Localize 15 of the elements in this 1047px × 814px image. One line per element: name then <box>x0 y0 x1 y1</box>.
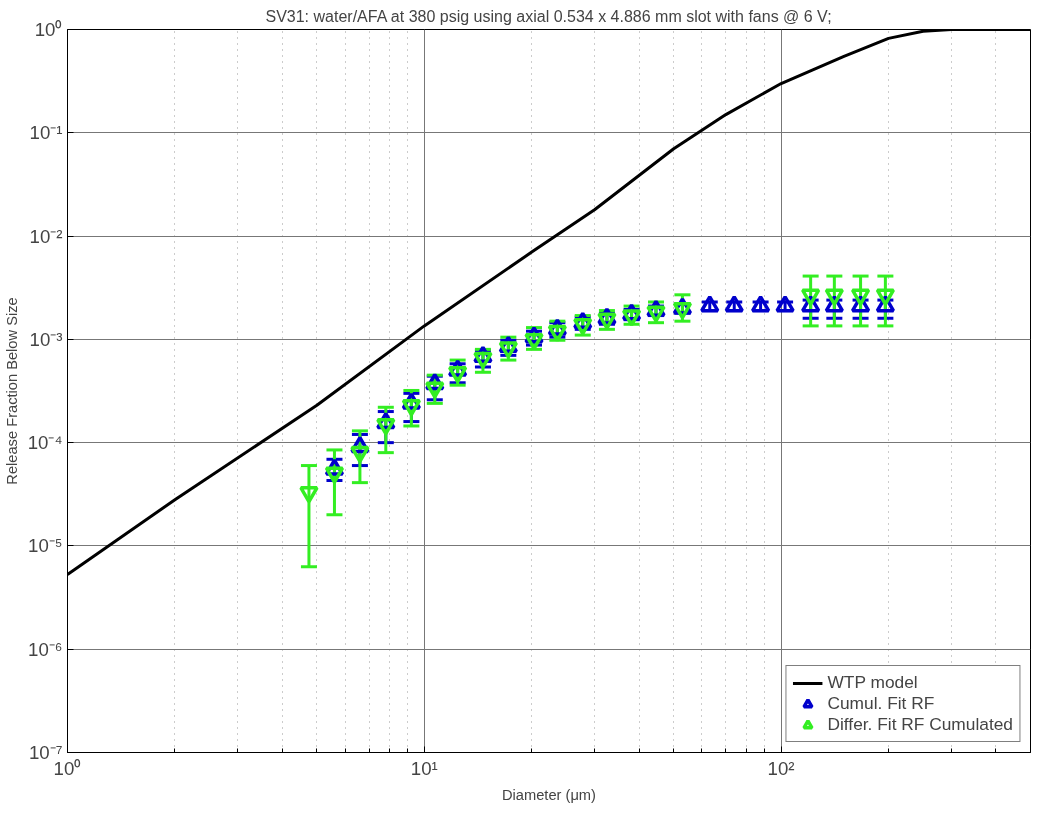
x-tick-label: 10² <box>767 757 795 779</box>
y-tick-label: 10⁻³ <box>29 328 63 350</box>
y-tick-label: 10⁻⁶ <box>28 638 63 660</box>
y-tick-label: 10⁻² <box>29 225 63 247</box>
y-tick-label: 10⁰ <box>34 19 63 40</box>
chart-title: SV31: water/AFA at 380 psig using axial 0.534 x 4.886 mm slot with fans @ 6 V; <box>265 7 832 25</box>
y-tick-label: 10⁻⁵ <box>28 535 63 557</box>
x-tick-label: 10¹ <box>410 757 438 779</box>
y-tick-label: 10⁻¹ <box>29 122 63 144</box>
legend-label: WTP model <box>827 672 918 693</box>
legend-label: Differ. Fit RF Cumulated <box>827 714 1013 735</box>
legend-label: Cumul. Fit RF <box>827 693 935 714</box>
y-axis-title: Release Fraction Below Size <box>3 297 20 485</box>
y-tick-label: 10⁻⁴ <box>27 432 63 454</box>
x-axis-title: Diameter (μm) <box>502 786 596 803</box>
